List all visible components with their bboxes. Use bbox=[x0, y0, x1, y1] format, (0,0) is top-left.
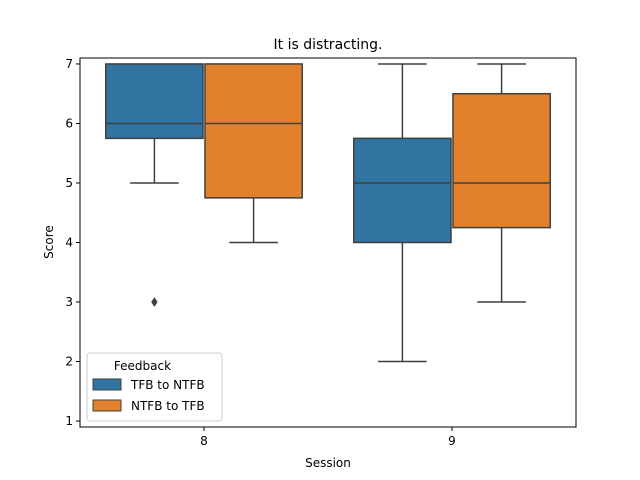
box-iqr bbox=[452, 92, 551, 229]
legend-label: NTFB to TFB bbox=[131, 399, 205, 413]
plot-area bbox=[105, 63, 551, 363]
y-tick-label: 3 bbox=[65, 295, 73, 309]
chart-title: It is distracting. bbox=[274, 37, 383, 53]
legend-swatch bbox=[92, 399, 122, 412]
y-axis-label: Score bbox=[42, 225, 56, 259]
legend-swatch bbox=[92, 378, 122, 391]
y-tick-label: 4 bbox=[65, 236, 73, 250]
box-iqr bbox=[353, 137, 452, 244]
y-tick-label: 5 bbox=[65, 176, 73, 190]
box-iqr bbox=[105, 63, 204, 140]
axes: 1 2 3 4 5 6 7 8 9 bbox=[65, 57, 577, 448]
box-iqr bbox=[204, 63, 303, 199]
box-group bbox=[353, 63, 452, 363]
box-group bbox=[452, 63, 551, 303]
x-tick-label: 8 bbox=[200, 434, 208, 448]
outlier-point bbox=[151, 297, 158, 308]
x-tick-label: 9 bbox=[448, 434, 456, 448]
y-tick-label: 6 bbox=[65, 116, 73, 130]
box-group bbox=[105, 63, 204, 308]
legend: Feedback TFB to NTFB NTFB to TFB bbox=[86, 352, 223, 422]
box-group bbox=[204, 63, 303, 244]
y-tick-label: 2 bbox=[65, 355, 73, 369]
legend-label: TFB to NTFB bbox=[130, 378, 205, 392]
x-axis-label: Session bbox=[305, 456, 351, 470]
y-tick-label: 7 bbox=[65, 57, 73, 71]
legend-title: Feedback bbox=[114, 359, 171, 373]
y-tick-label: 1 bbox=[65, 414, 73, 428]
